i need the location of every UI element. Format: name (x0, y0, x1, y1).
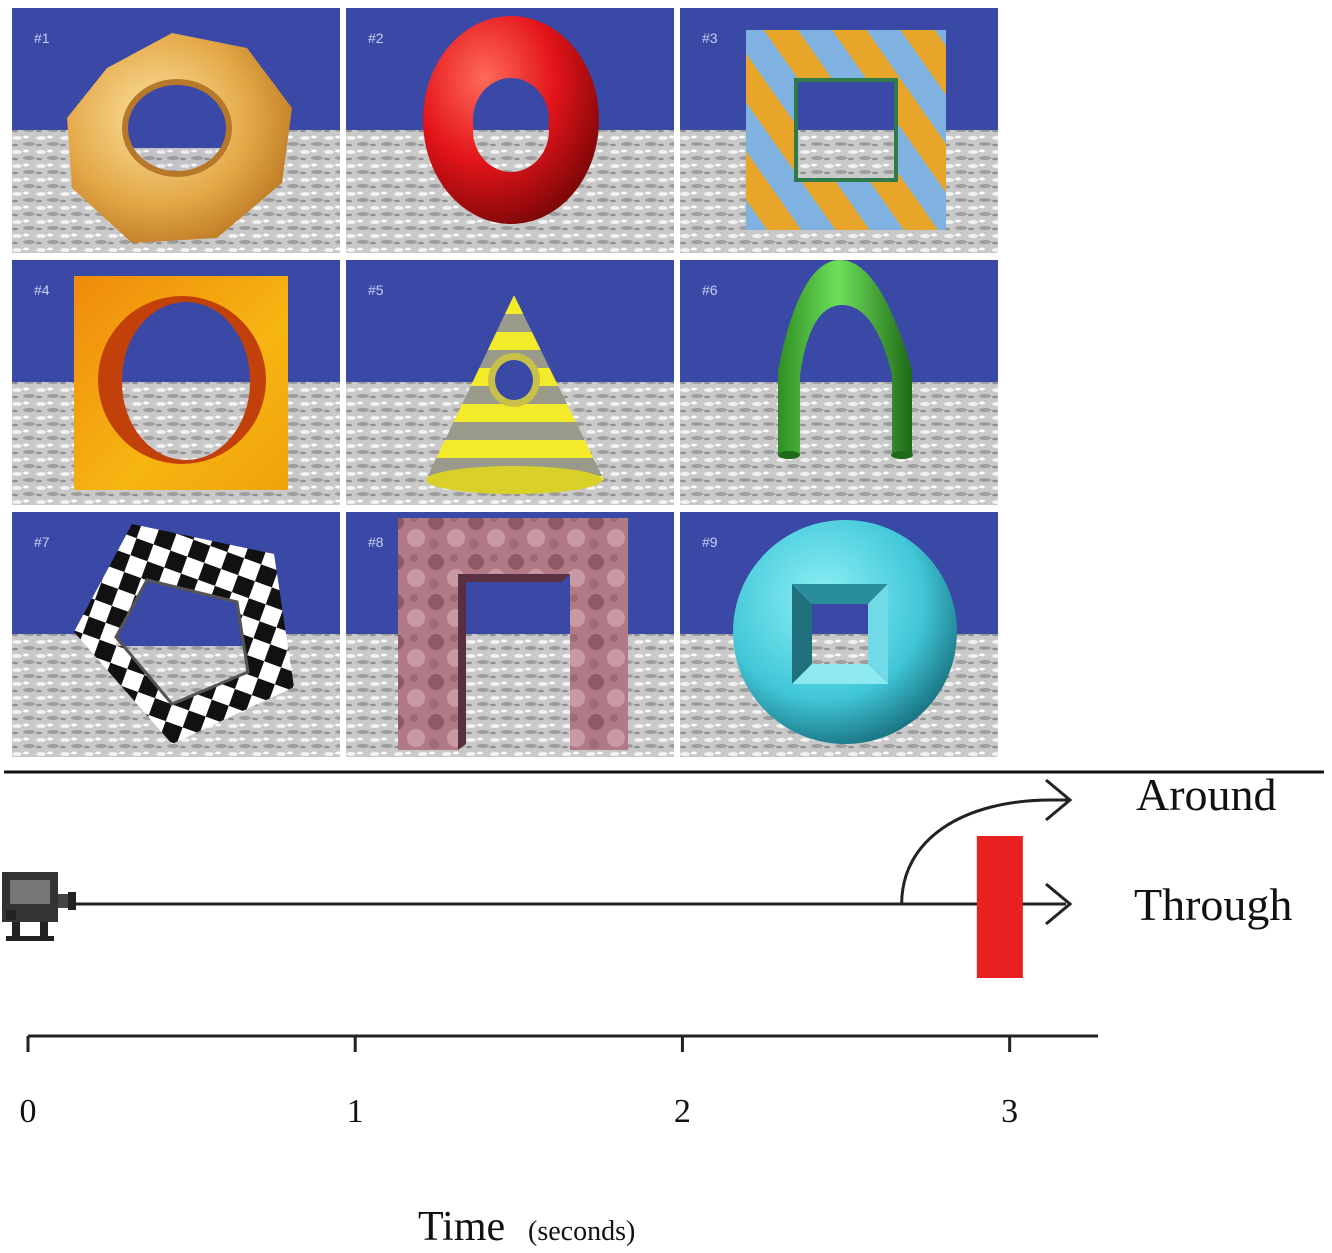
time-axis-title: Time (418, 1204, 505, 1250)
checkered-pentagon-icon (74, 524, 294, 744)
time-axis-labels: 0 1 2 3 (20, 1093, 1019, 1130)
stimulus-panel: #9 (680, 512, 998, 757)
panel-label: #5 (368, 282, 384, 298)
time-axis-ticks (26, 1036, 1012, 1052)
around-arrowhead (1045, 778, 1073, 822)
panel-label: #3 (702, 30, 718, 46)
through-label: Through (1134, 879, 1292, 930)
panel-label: #9 (702, 534, 718, 550)
time-axis-unit: (seconds) (528, 1216, 635, 1247)
panel-label: #8 (368, 534, 384, 550)
wood-torus-icon (67, 33, 292, 243)
orange-block-with-hole-icon (74, 276, 288, 490)
time-axis-tick-label: 3 (1001, 1093, 1018, 1130)
striped-square-frame-icon (746, 30, 946, 230)
time-axis-tick-label: 2 (674, 1093, 691, 1130)
timeline-diagram: Around Through 0 1 2 3 Time (seconds) (2, 769, 1292, 1250)
stimulus-grid: #1 #2 #3 (8, 5, 1000, 760)
time-axis-tick-label: 1 (347, 1093, 364, 1130)
panel-label: #1 (34, 30, 50, 46)
green-arch-icon (778, 260, 913, 459)
panel-label: #7 (34, 534, 50, 550)
obstacle-marker (976, 836, 1023, 978)
camera-icon (2, 872, 76, 941)
panel-label: #6 (702, 282, 718, 298)
around-label: Around (1136, 769, 1277, 820)
stimulus-panel: #3 (680, 8, 998, 253)
around-path-curve (900, 798, 1068, 905)
stimulus-panel: #6 (680, 260, 998, 505)
time-axis-tick-label: 0 (20, 1093, 37, 1130)
panel-label: #2 (368, 30, 384, 46)
marbled-gate-icon (398, 518, 628, 750)
stimulus-panel: #7 (12, 512, 340, 757)
stimulus-panel: #1 (12, 8, 340, 253)
cyan-disc-with-square-hole-icon (733, 520, 957, 744)
stimulus-panel: #8 (346, 512, 674, 757)
red-torus-icon (423, 16, 599, 224)
stimulus-panel: #2 (346, 8, 674, 253)
stimulus-panel: #4 (12, 260, 340, 505)
stimulus-panel: #5 (346, 260, 674, 505)
striped-cone-with-hole-icon (426, 295, 604, 494)
through-arrowhead (1045, 882, 1073, 926)
panel-label: #4 (34, 282, 50, 298)
